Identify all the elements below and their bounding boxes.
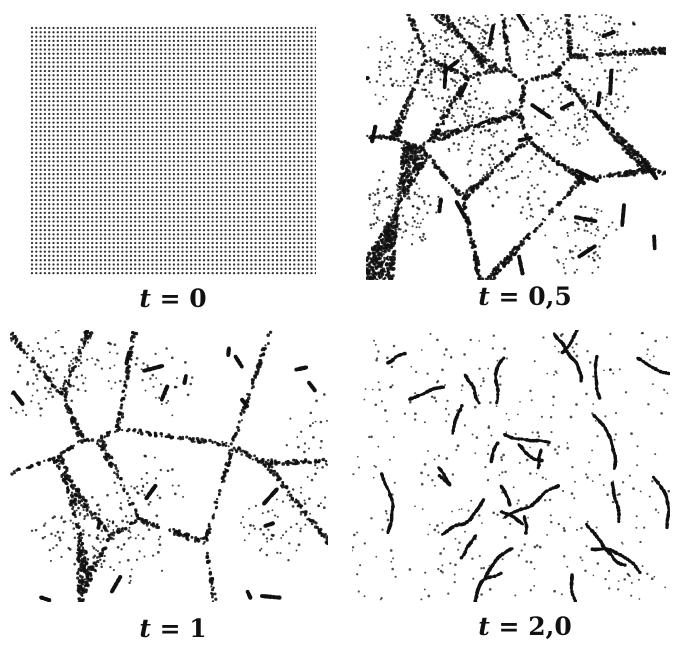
particle-field-t05 [366, 14, 666, 280]
panel-t0 [30, 26, 316, 276]
caption-t05-variable: t [478, 282, 490, 311]
caption-t1-value: 1 [189, 614, 207, 643]
caption-t20: t = 2,0 [455, 612, 595, 641]
caption-t0: t = 0 [118, 284, 228, 313]
caption-t05-equals: = [498, 282, 520, 311]
caption-t0-equals: = [159, 284, 181, 313]
caption-t05: t = 0,5 [455, 282, 595, 311]
caption-t0-value: 0 [189, 284, 207, 313]
panel-t20 [352, 330, 670, 602]
particle-field-t1 [10, 330, 328, 602]
panel-t1 [10, 330, 328, 602]
particle-field-t20 [352, 330, 670, 602]
caption-t20-variable: t [478, 612, 490, 641]
particle-grid-t0 [30, 26, 316, 275]
panel-t05 [366, 14, 666, 280]
caption-t1-equals: = [159, 614, 181, 643]
caption-t05-value: 0,5 [528, 282, 572, 311]
caption-t20-equals: = [498, 612, 520, 641]
caption-t20-value: 2,0 [528, 612, 572, 641]
caption-t1-variable: t [139, 614, 151, 643]
caption-t0-variable: t [139, 284, 151, 313]
caption-t1: t = 1 [118, 614, 228, 643]
